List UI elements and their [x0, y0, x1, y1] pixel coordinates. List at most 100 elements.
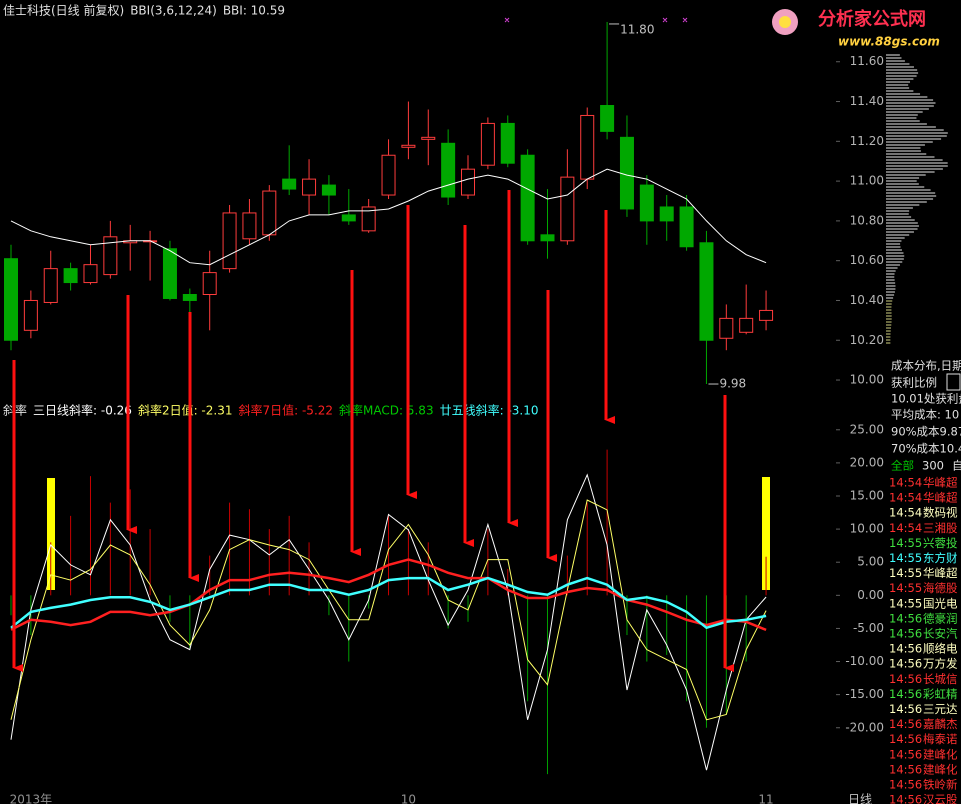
candle-body [600, 105, 615, 132]
x-tick-label: 10 [401, 793, 416, 804]
y-tick-label: 10.40 [850, 293, 884, 307]
trade-time: 14:56 [889, 793, 922, 804]
profit-ratio: 获利比例 [891, 376, 937, 390]
trade-name: 梅泰诺 [923, 732, 958, 746]
candle-body [480, 122, 495, 166]
candle-body [202, 272, 217, 296]
plot: 10.00 10.20 10.40 10.60 10.80 11.00 11.20 11.40… [3, 3, 948, 804]
trade-name: 建峰化 [923, 762, 958, 776]
candle-body [162, 248, 177, 299]
signal-bar [47, 478, 55, 590]
candle-body [679, 206, 694, 248]
candle-body [639, 184, 654, 222]
trade-time: 14:55 [889, 536, 922, 550]
trade-name: 三湘股 [923, 521, 958, 535]
trade-time: 14:54 [889, 521, 922, 535]
candle-body [361, 206, 376, 232]
candle-body [759, 309, 774, 321]
y-tick-label: 10.20 [850, 333, 884, 347]
candle-body [500, 122, 515, 164]
logo: 分析家公式网 www.88gs.com [772, 8, 940, 49]
candle-body [441, 142, 456, 198]
logo-site: www.88gs.com [838, 35, 940, 49]
candle-body [242, 212, 257, 240]
legend-entry: 斜率MACD: 5.83 [339, 403, 434, 418]
signal-markers [504, 17, 688, 23]
trade-time: 14:56 [889, 702, 922, 716]
arrows [12, 190, 734, 672]
trade-name: 铁岭新 [923, 778, 958, 792]
avg-cost: 平均成本: 10 [891, 408, 959, 422]
legend-entry: 斜率2日值: -2.31 [138, 403, 233, 418]
candle-body [659, 206, 674, 222]
series-line [10, 168, 767, 266]
y-tick-label: -15.00 [845, 687, 884, 701]
legend-entry: 廿五线斜率: -3.10 [440, 403, 539, 418]
y-tick-label: 10.00 [850, 373, 884, 387]
y-tick-label: 10.00 [850, 522, 884, 536]
candle-body [580, 114, 595, 180]
trade-time: 14:56 [889, 672, 922, 686]
period-label: 日线 [848, 793, 872, 804]
indicator-value: BBI: 10.59 [223, 4, 285, 18]
candle-body [262, 190, 277, 236]
trade-name: 三元达 [923, 702, 958, 716]
trade-time: 14:56 [889, 687, 922, 701]
trade-name: 华峰超 [923, 566, 958, 580]
trade-name: 彩虹精 [923, 687, 958, 701]
x-tick-label: 11 [758, 793, 773, 804]
trade-time: 14:56 [889, 717, 922, 731]
candle-body [381, 154, 396, 196]
trade-name: 东方财 [923, 551, 958, 565]
trade-time: 14:56 [889, 732, 922, 746]
trade-name: 顺络电 [923, 642, 958, 656]
candle-body [401, 144, 416, 148]
tab[interactable]: 300 [922, 459, 944, 473]
candle-body [699, 242, 714, 341]
y-tick-label: 11.20 [850, 134, 884, 148]
candle-body [282, 178, 297, 190]
legend-entry: 三日线斜率: -0.26 [33, 403, 132, 418]
trade-time: 14:56 [889, 747, 922, 761]
cost-70: 70%成本10.4 [891, 442, 961, 456]
legend-entry: 斜率7日值: -5.22 [238, 403, 333, 418]
tab[interactable]: 自选 [952, 459, 961, 473]
trade-time: 14:54 [889, 506, 922, 520]
trade-name: 兴蓉投 [923, 536, 958, 550]
candle-body [222, 212, 237, 270]
candle-body [560, 176, 575, 242]
trade-time: 14:55 [889, 566, 922, 580]
candle-body [23, 299, 38, 331]
trade-time: 14:56 [889, 642, 922, 656]
candle-body [103, 236, 118, 276]
trade-name: 嘉麟杰 [923, 717, 958, 731]
candle-body [520, 154, 535, 242]
candle-body [421, 136, 436, 140]
cost-90: 90%成本9.87 [891, 425, 961, 439]
y-tick-label: 10.60 [850, 253, 884, 267]
trade-name: 万方发 [923, 657, 958, 671]
candle-body [461, 168, 476, 196]
trade-time: 14:56 [889, 627, 922, 641]
trade-time: 14:56 [889, 611, 922, 625]
profit-box [946, 373, 961, 391]
trade-name: 华峰超 [923, 491, 958, 505]
trade-name: 数码视 [923, 506, 958, 520]
y-tick-label: -5.00 [853, 621, 884, 635]
trade-time: 14:55 [889, 596, 922, 610]
logo-text: 分析家公式网 [818, 8, 926, 30]
candle-body [182, 294, 197, 301]
y-tick-label: 20.00 [850, 455, 884, 469]
y-tick-label: 0.00 [857, 588, 884, 602]
candle-body [83, 264, 98, 284]
series-line [10, 558, 767, 632]
trade-time: 14:55 [889, 581, 922, 595]
trade-time: 14:54 [889, 491, 922, 505]
cost-title: 成本分布,日期 [891, 359, 961, 373]
tab[interactable]: 全部 [891, 459, 914, 473]
candle-body [4, 258, 18, 341]
trade-time: 14:56 [889, 657, 922, 671]
candle-body [619, 136, 634, 210]
